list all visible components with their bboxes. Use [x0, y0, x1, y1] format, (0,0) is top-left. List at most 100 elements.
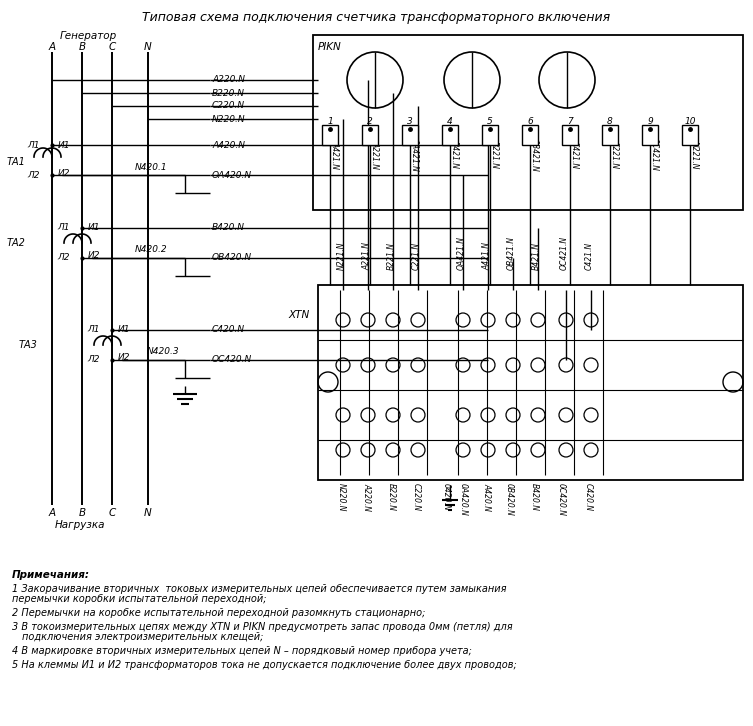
- Text: N220.N: N220.N: [212, 115, 245, 123]
- Text: 9: 9: [647, 118, 653, 126]
- Bar: [682, 125, 698, 145]
- Text: Л1: Л1: [57, 224, 70, 232]
- Text: PIKN: PIKN: [318, 42, 342, 52]
- Text: ТА2: ТА2: [7, 238, 26, 248]
- Text: 0C421.N: 0C421.N: [650, 139, 659, 171]
- Text: C221.N: C221.N: [610, 141, 619, 169]
- Bar: [562, 125, 578, 145]
- Text: C420.N: C420.N: [212, 325, 245, 335]
- Text: A221.N: A221.N: [362, 242, 371, 270]
- Text: Л2: Л2: [87, 356, 100, 364]
- Text: Генератор: Генератор: [60, 31, 117, 41]
- Text: И2: И2: [58, 168, 71, 177]
- Text: C: C: [108, 42, 116, 52]
- Text: A220.N: A220.N: [212, 76, 245, 84]
- Text: B: B: [78, 508, 86, 518]
- Text: Л2: Л2: [28, 171, 40, 179]
- Text: 2: 2: [367, 118, 373, 126]
- Text: A220.N: A220.N: [362, 483, 371, 511]
- Text: 1 Закорачивание вторичных  токовых измерительных цепей обеспечивается путем замы: 1 Закорачивание вторичных токовых измери…: [12, 584, 507, 594]
- Text: Л1: Л1: [87, 325, 100, 335]
- Text: OA420.N: OA420.N: [212, 171, 252, 179]
- Text: N221.N: N221.N: [690, 141, 699, 169]
- Text: ТА3: ТА3: [19, 340, 38, 350]
- Text: 2 Перемычки на коробке испытательной переходной разомкнуть стационарно;: 2 Перемычки на коробке испытательной пер…: [12, 608, 425, 618]
- Text: OA421.N: OA421.N: [457, 236, 466, 270]
- Text: B420.N: B420.N: [212, 224, 245, 232]
- Text: A221.N: A221.N: [370, 141, 379, 169]
- Text: B421.N: B421.N: [532, 242, 541, 270]
- Text: 7: 7: [567, 118, 573, 126]
- Text: 0C420.N: 0C420.N: [557, 483, 566, 516]
- Text: 1: 1: [327, 118, 333, 126]
- Text: 4 В маркировке вторичных измерительных цепей N – порядковый номер прибора учета;: 4 В маркировке вторичных измерительных ц…: [12, 646, 472, 656]
- Text: A: A: [48, 42, 56, 52]
- Text: перемычки коробки испытательной переходной;: перемычки коробки испытательной переходн…: [12, 594, 267, 604]
- Text: OC421.N: OC421.N: [560, 236, 569, 270]
- Text: N420.2: N420.2: [135, 245, 168, 255]
- Text: OC420.N: OC420.N: [212, 356, 252, 364]
- Bar: [313, 35, 743, 210]
- Text: 0420.N: 0420.N: [442, 483, 451, 510]
- Text: 0B421.N: 0B421.N: [530, 139, 539, 171]
- Bar: [322, 125, 338, 145]
- Text: A: A: [48, 508, 56, 518]
- Text: A420.N: A420.N: [482, 483, 491, 511]
- Text: 5 На клеммы И1 и И2 трансформаторов тока не допускается подключение более двух п: 5 На клеммы И1 и И2 трансформаторов тока…: [12, 660, 517, 670]
- Text: C420.N: C420.N: [584, 483, 593, 511]
- Text: N221.N: N221.N: [337, 242, 346, 270]
- Text: N420.1: N420.1: [135, 163, 168, 171]
- Text: B420.N: B420.N: [530, 483, 539, 511]
- Text: 0A421.N: 0A421.N: [410, 139, 419, 171]
- Bar: [522, 125, 538, 145]
- Text: Примечания:: Примечания:: [12, 570, 90, 580]
- Text: B220.N: B220.N: [212, 89, 245, 97]
- Bar: [482, 125, 498, 145]
- Text: И2: И2: [118, 354, 130, 362]
- Text: B221.N: B221.N: [490, 141, 499, 169]
- Text: C421.N: C421.N: [570, 141, 579, 169]
- Text: N220.N: N220.N: [337, 483, 346, 512]
- Text: Нагрузка: Нагрузка: [55, 520, 105, 530]
- Text: A421.N: A421.N: [330, 141, 339, 169]
- Text: И2: И2: [88, 251, 100, 261]
- Bar: [362, 125, 378, 145]
- Text: C421.N: C421.N: [585, 242, 594, 270]
- Text: XTN: XTN: [288, 310, 310, 320]
- Text: C: C: [108, 508, 116, 518]
- Text: B221.N: B221.N: [387, 242, 396, 270]
- Text: B220.N: B220.N: [387, 483, 396, 511]
- Text: Типовая схема подключения счетчика трансформаторного включения: Типовая схема подключения счетчика транс…: [142, 10, 610, 23]
- Text: C221.N: C221.N: [412, 242, 421, 270]
- Text: 0B420.N: 0B420.N: [505, 483, 514, 516]
- Text: A421.N: A421.N: [482, 242, 491, 270]
- Text: Л2: Л2: [57, 253, 70, 263]
- Text: 5: 5: [487, 118, 493, 126]
- Text: 4: 4: [447, 118, 453, 126]
- Text: Л1: Л1: [28, 141, 40, 150]
- Text: 0A420.N: 0A420.N: [459, 483, 468, 516]
- Bar: [602, 125, 618, 145]
- Text: И1: И1: [118, 325, 130, 335]
- Text: И1: И1: [58, 141, 71, 150]
- Bar: [642, 125, 658, 145]
- Text: OB421.N: OB421.N: [507, 236, 516, 270]
- Text: 8: 8: [607, 118, 613, 126]
- Text: подключения электроизмерительных клещей;: подключения электроизмерительных клещей;: [22, 632, 264, 642]
- Text: B421.N: B421.N: [450, 141, 459, 169]
- Text: B: B: [78, 42, 86, 52]
- Text: C220.N: C220.N: [412, 483, 421, 511]
- Text: 3 В токоизмерительных цепях между XTN и PIKN предусмотреть запас провода 0мм (пе: 3 В токоизмерительных цепях между XTN и …: [12, 622, 513, 632]
- Text: N420.3: N420.3: [147, 348, 180, 356]
- Text: OB420.N: OB420.N: [212, 253, 252, 263]
- Text: ТА1: ТА1: [7, 157, 26, 167]
- Bar: [442, 125, 458, 145]
- Text: N: N: [144, 42, 152, 52]
- Text: И1: И1: [88, 224, 100, 232]
- Text: 3: 3: [407, 118, 413, 126]
- Text: N: N: [144, 508, 152, 518]
- Bar: [402, 125, 418, 145]
- Text: A420.N: A420.N: [212, 141, 245, 150]
- Bar: [318, 285, 743, 480]
- Text: 10: 10: [684, 118, 696, 126]
